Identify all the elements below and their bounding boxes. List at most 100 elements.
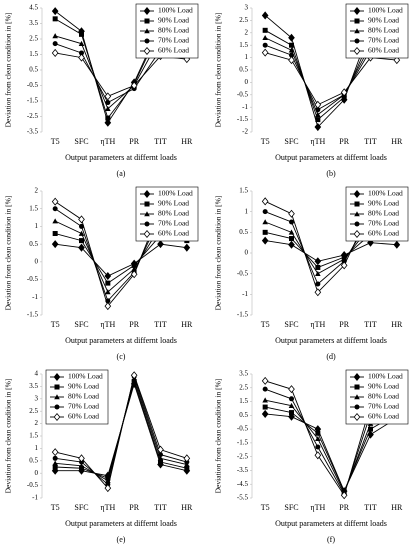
x-tick-label: SFC bbox=[284, 320, 298, 329]
marker bbox=[104, 484, 112, 493]
marker bbox=[261, 11, 269, 20]
marker bbox=[157, 240, 164, 249]
y-tick-label: 1 bbox=[245, 53, 249, 61]
legend-marker bbox=[144, 211, 150, 217]
x-tick-label: TIT bbox=[154, 320, 167, 329]
y-tick-label: 2.5 bbox=[29, 407, 38, 415]
legend-marker bbox=[54, 404, 60, 410]
y-tick-label: 0.5 bbox=[239, 411, 248, 419]
x-axis-title: Output parameters at differnt loads bbox=[65, 336, 177, 345]
panel-label: (a) bbox=[117, 169, 126, 178]
marker bbox=[261, 197, 269, 206]
marker bbox=[79, 238, 84, 244]
y-tick-label: -0.5 bbox=[237, 90, 249, 98]
panel-label: (c) bbox=[117, 352, 126, 361]
legend-marker bbox=[354, 201, 360, 207]
marker bbox=[315, 107, 321, 113]
legend-label: 70% Load bbox=[368, 402, 399, 411]
marker bbox=[315, 117, 321, 123]
legend-marker bbox=[354, 18, 360, 24]
y-axis-title: Deviation from clean condition in [%] bbox=[4, 379, 13, 494]
marker bbox=[315, 111, 321, 117]
legend-label: 60% Load bbox=[68, 412, 99, 421]
legend-label: 60% Load bbox=[368, 46, 399, 55]
legend-marker bbox=[354, 211, 360, 217]
marker bbox=[289, 42, 294, 48]
legend-marker bbox=[143, 6, 151, 16]
x-tick-label: HR bbox=[181, 320, 193, 329]
y-tick-label: 1.5 bbox=[29, 204, 38, 212]
marker bbox=[78, 230, 85, 236]
marker bbox=[262, 209, 268, 215]
marker bbox=[130, 270, 138, 279]
y-tick-label: 0.5 bbox=[29, 240, 38, 248]
marker bbox=[262, 404, 268, 410]
marker bbox=[158, 459, 163, 465]
marker bbox=[262, 219, 268, 225]
legend-marker bbox=[354, 28, 360, 34]
y-tick-label: 2.5 bbox=[29, 35, 38, 43]
marker bbox=[340, 88, 348, 97]
legend-label: 100% Load bbox=[368, 189, 403, 198]
legend-label: 60% Load bbox=[158, 46, 189, 55]
y-tick-label: 0.5 bbox=[239, 228, 248, 236]
marker bbox=[262, 42, 268, 48]
marker bbox=[315, 264, 321, 270]
marker bbox=[288, 47, 295, 53]
y-tick-label: -1 bbox=[242, 290, 248, 298]
y-tick-label: 0 bbox=[35, 257, 39, 265]
panel-label: (b) bbox=[326, 169, 336, 178]
x-tick-label: ηTH bbox=[310, 503, 325, 512]
legend-label: 60% Load bbox=[368, 412, 399, 421]
legend-label: 100% Load bbox=[158, 189, 193, 198]
legend-marker bbox=[353, 6, 361, 16]
marker bbox=[51, 197, 59, 206]
marker bbox=[288, 385, 295, 394]
marker bbox=[79, 223, 84, 229]
marker bbox=[52, 33, 58, 39]
marker bbox=[288, 229, 295, 235]
marker bbox=[52, 460, 58, 466]
y-tick-label: 3.5 bbox=[29, 382, 38, 390]
legend-label: 80% Load bbox=[158, 26, 189, 35]
legend-marker bbox=[354, 221, 360, 227]
panel-label: (e) bbox=[117, 535, 126, 544]
legend-marker bbox=[354, 38, 360, 44]
y-tick-label: 1.5 bbox=[29, 50, 38, 58]
x-tick-label: ηTH bbox=[100, 503, 115, 512]
legend-label: 80% Load bbox=[368, 392, 399, 401]
series-line bbox=[265, 240, 397, 262]
marker bbox=[79, 31, 84, 37]
marker bbox=[78, 40, 85, 46]
legend-label: 90% Load bbox=[368, 16, 399, 25]
y-tick-label: 2.5 bbox=[239, 383, 248, 391]
marker bbox=[78, 243, 85, 252]
legend-marker bbox=[144, 38, 150, 44]
y-tick-label: -3.5 bbox=[27, 128, 39, 136]
x-tick-label: PR bbox=[339, 137, 349, 146]
legend-marker bbox=[143, 189, 151, 199]
marker bbox=[157, 455, 164, 461]
marker bbox=[105, 115, 111, 121]
legend-label: 60% Load bbox=[368, 229, 399, 238]
legend-marker bbox=[353, 46, 361, 56]
chart-panel: Deviation from clean condition in [%] -3.… bbox=[4, 4, 199, 178]
x-tick-label: HR bbox=[391, 503, 403, 512]
x-tick-label: ηTH bbox=[100, 320, 115, 329]
x-tick-label: PR bbox=[129, 503, 139, 512]
y-tick-label: -1.5 bbox=[237, 115, 249, 123]
y-tick-label: 2.5 bbox=[239, 16, 248, 24]
legend-label: 90% Load bbox=[68, 382, 99, 391]
series-line bbox=[55, 243, 187, 277]
legend-label: 90% Load bbox=[368, 199, 399, 208]
marker bbox=[289, 52, 294, 58]
x-tick-label: PR bbox=[339, 320, 349, 329]
marker bbox=[51, 448, 59, 457]
marker bbox=[314, 100, 322, 109]
legend-marker bbox=[144, 18, 150, 24]
x-tick-label: PR bbox=[129, 320, 139, 329]
marker bbox=[184, 465, 190, 471]
x-tick-label: SFC bbox=[74, 320, 88, 329]
marker bbox=[314, 288, 322, 297]
